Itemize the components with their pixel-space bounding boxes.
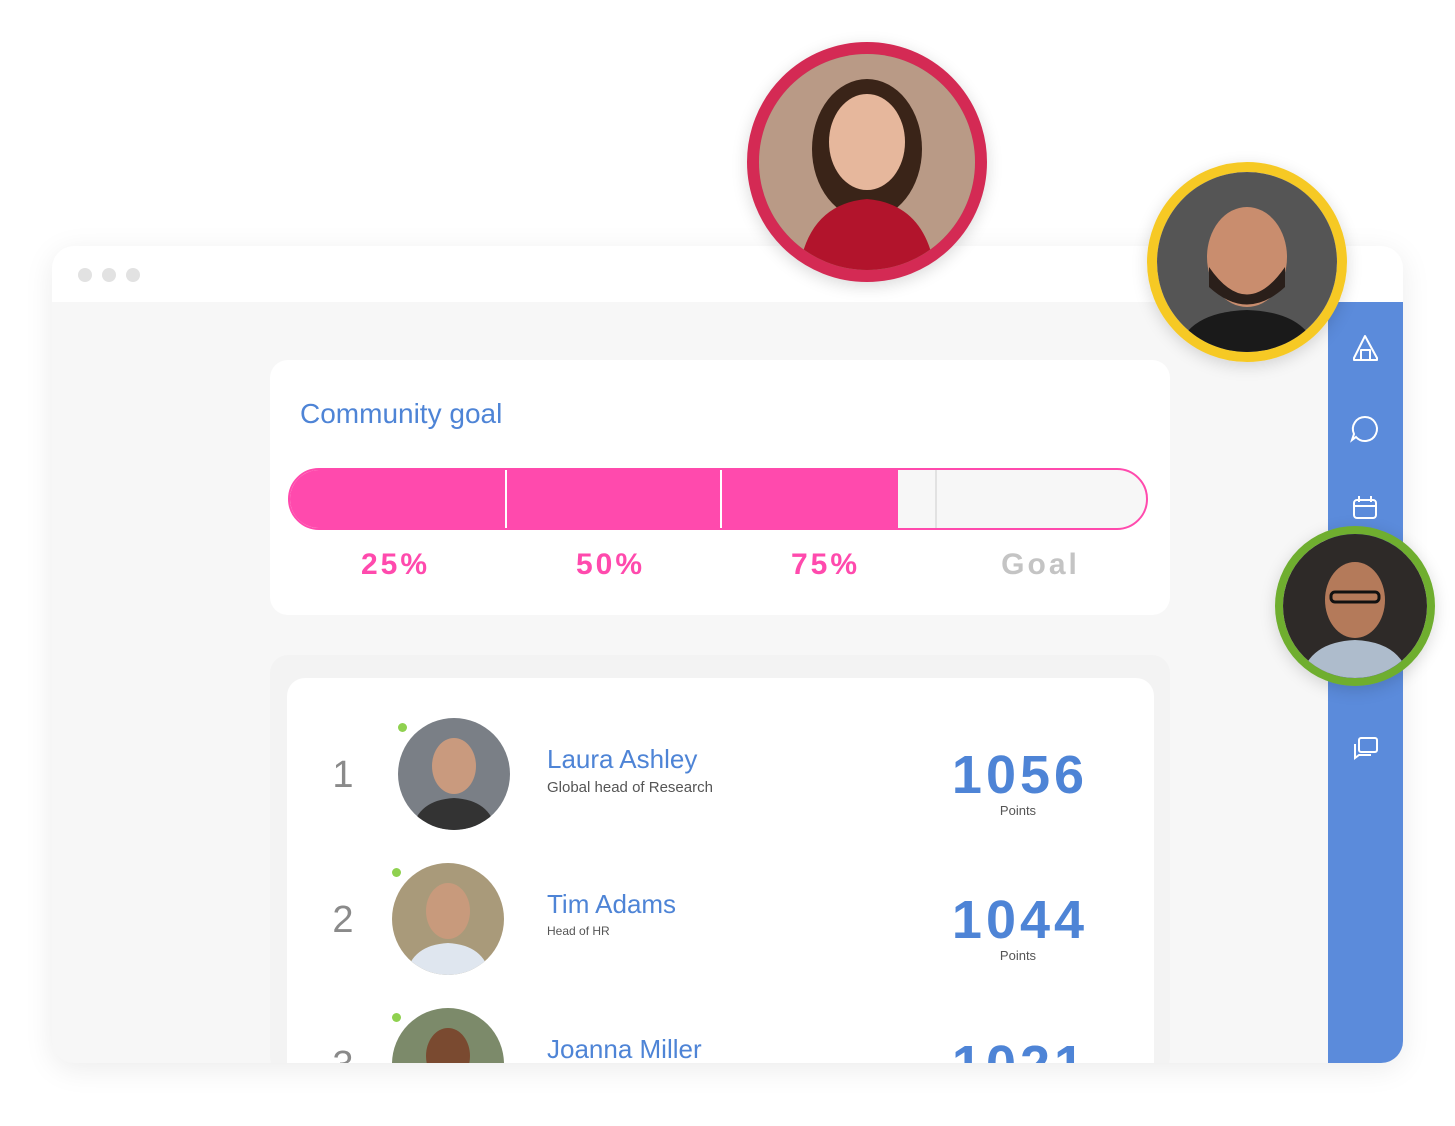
member-role: Head of HR [547, 924, 610, 938]
points-label: Points [999, 948, 1037, 963]
home-icon[interactable] [1353, 335, 1378, 361]
member-name: Joanna Miller [547, 1034, 702, 1063]
avatar-art [1283, 534, 1427, 678]
divider [505, 470, 507, 528]
points: 1056 [951, 745, 1089, 805]
progress-track [288, 468, 1148, 530]
online-dot [398, 723, 407, 732]
points: 1021 [920, 1034, 1120, 1063]
milestone-label: 50% [575, 548, 646, 581]
avatar [392, 863, 504, 975]
milestone-label: 75% [790, 548, 861, 581]
goal-card: Community goal 25% 50% 75% Goal [270, 360, 1170, 615]
points: 1044 [951, 890, 1089, 950]
avatar [398, 718, 510, 830]
avatar-art [1157, 172, 1337, 352]
avatar-floating [747, 42, 987, 282]
calendar-icon[interactable] [1353, 496, 1377, 519]
window-dot [126, 268, 140, 282]
avatar-art [398, 718, 510, 830]
app-window: Community goal 25% 50% 75% Goal 1 Laura Ashl… [52, 246, 1403, 1063]
window-dot [78, 268, 92, 282]
avatar-art [392, 863, 504, 975]
divider [935, 470, 937, 528]
points-label: Points [999, 803, 1037, 818]
avatar [392, 1008, 504, 1063]
member-role: Global head of Research [547, 779, 713, 796]
divider [720, 470, 722, 528]
card-title: Community goal [300, 398, 503, 429]
member-name: Laura Ashley [547, 744, 698, 774]
window-dot [102, 268, 116, 282]
rank: 2 [332, 899, 354, 941]
support-icon[interactable] [1354, 737, 1378, 760]
rank: 3 [323, 1044, 363, 1063]
leaderboard: 1 Laura Ashley Global head of Research 1056… [287, 678, 1154, 1063]
avatar-floating [1275, 526, 1435, 686]
sidebar-icons [1350, 335, 1378, 760]
avatar-floating [1147, 162, 1347, 362]
avatar-art [392, 1008, 504, 1063]
online-dot [392, 1013, 401, 1022]
rank: 1 [332, 754, 354, 796]
online-dot [392, 868, 401, 877]
chat-icon[interactable] [1350, 415, 1378, 443]
avatar-art [759, 54, 975, 270]
member-name: Tim Adams [547, 889, 677, 919]
milestone-label: Goal [1001, 548, 1080, 581]
milestone-label: 25% [360, 548, 431, 581]
progress-fill [290, 470, 898, 528]
